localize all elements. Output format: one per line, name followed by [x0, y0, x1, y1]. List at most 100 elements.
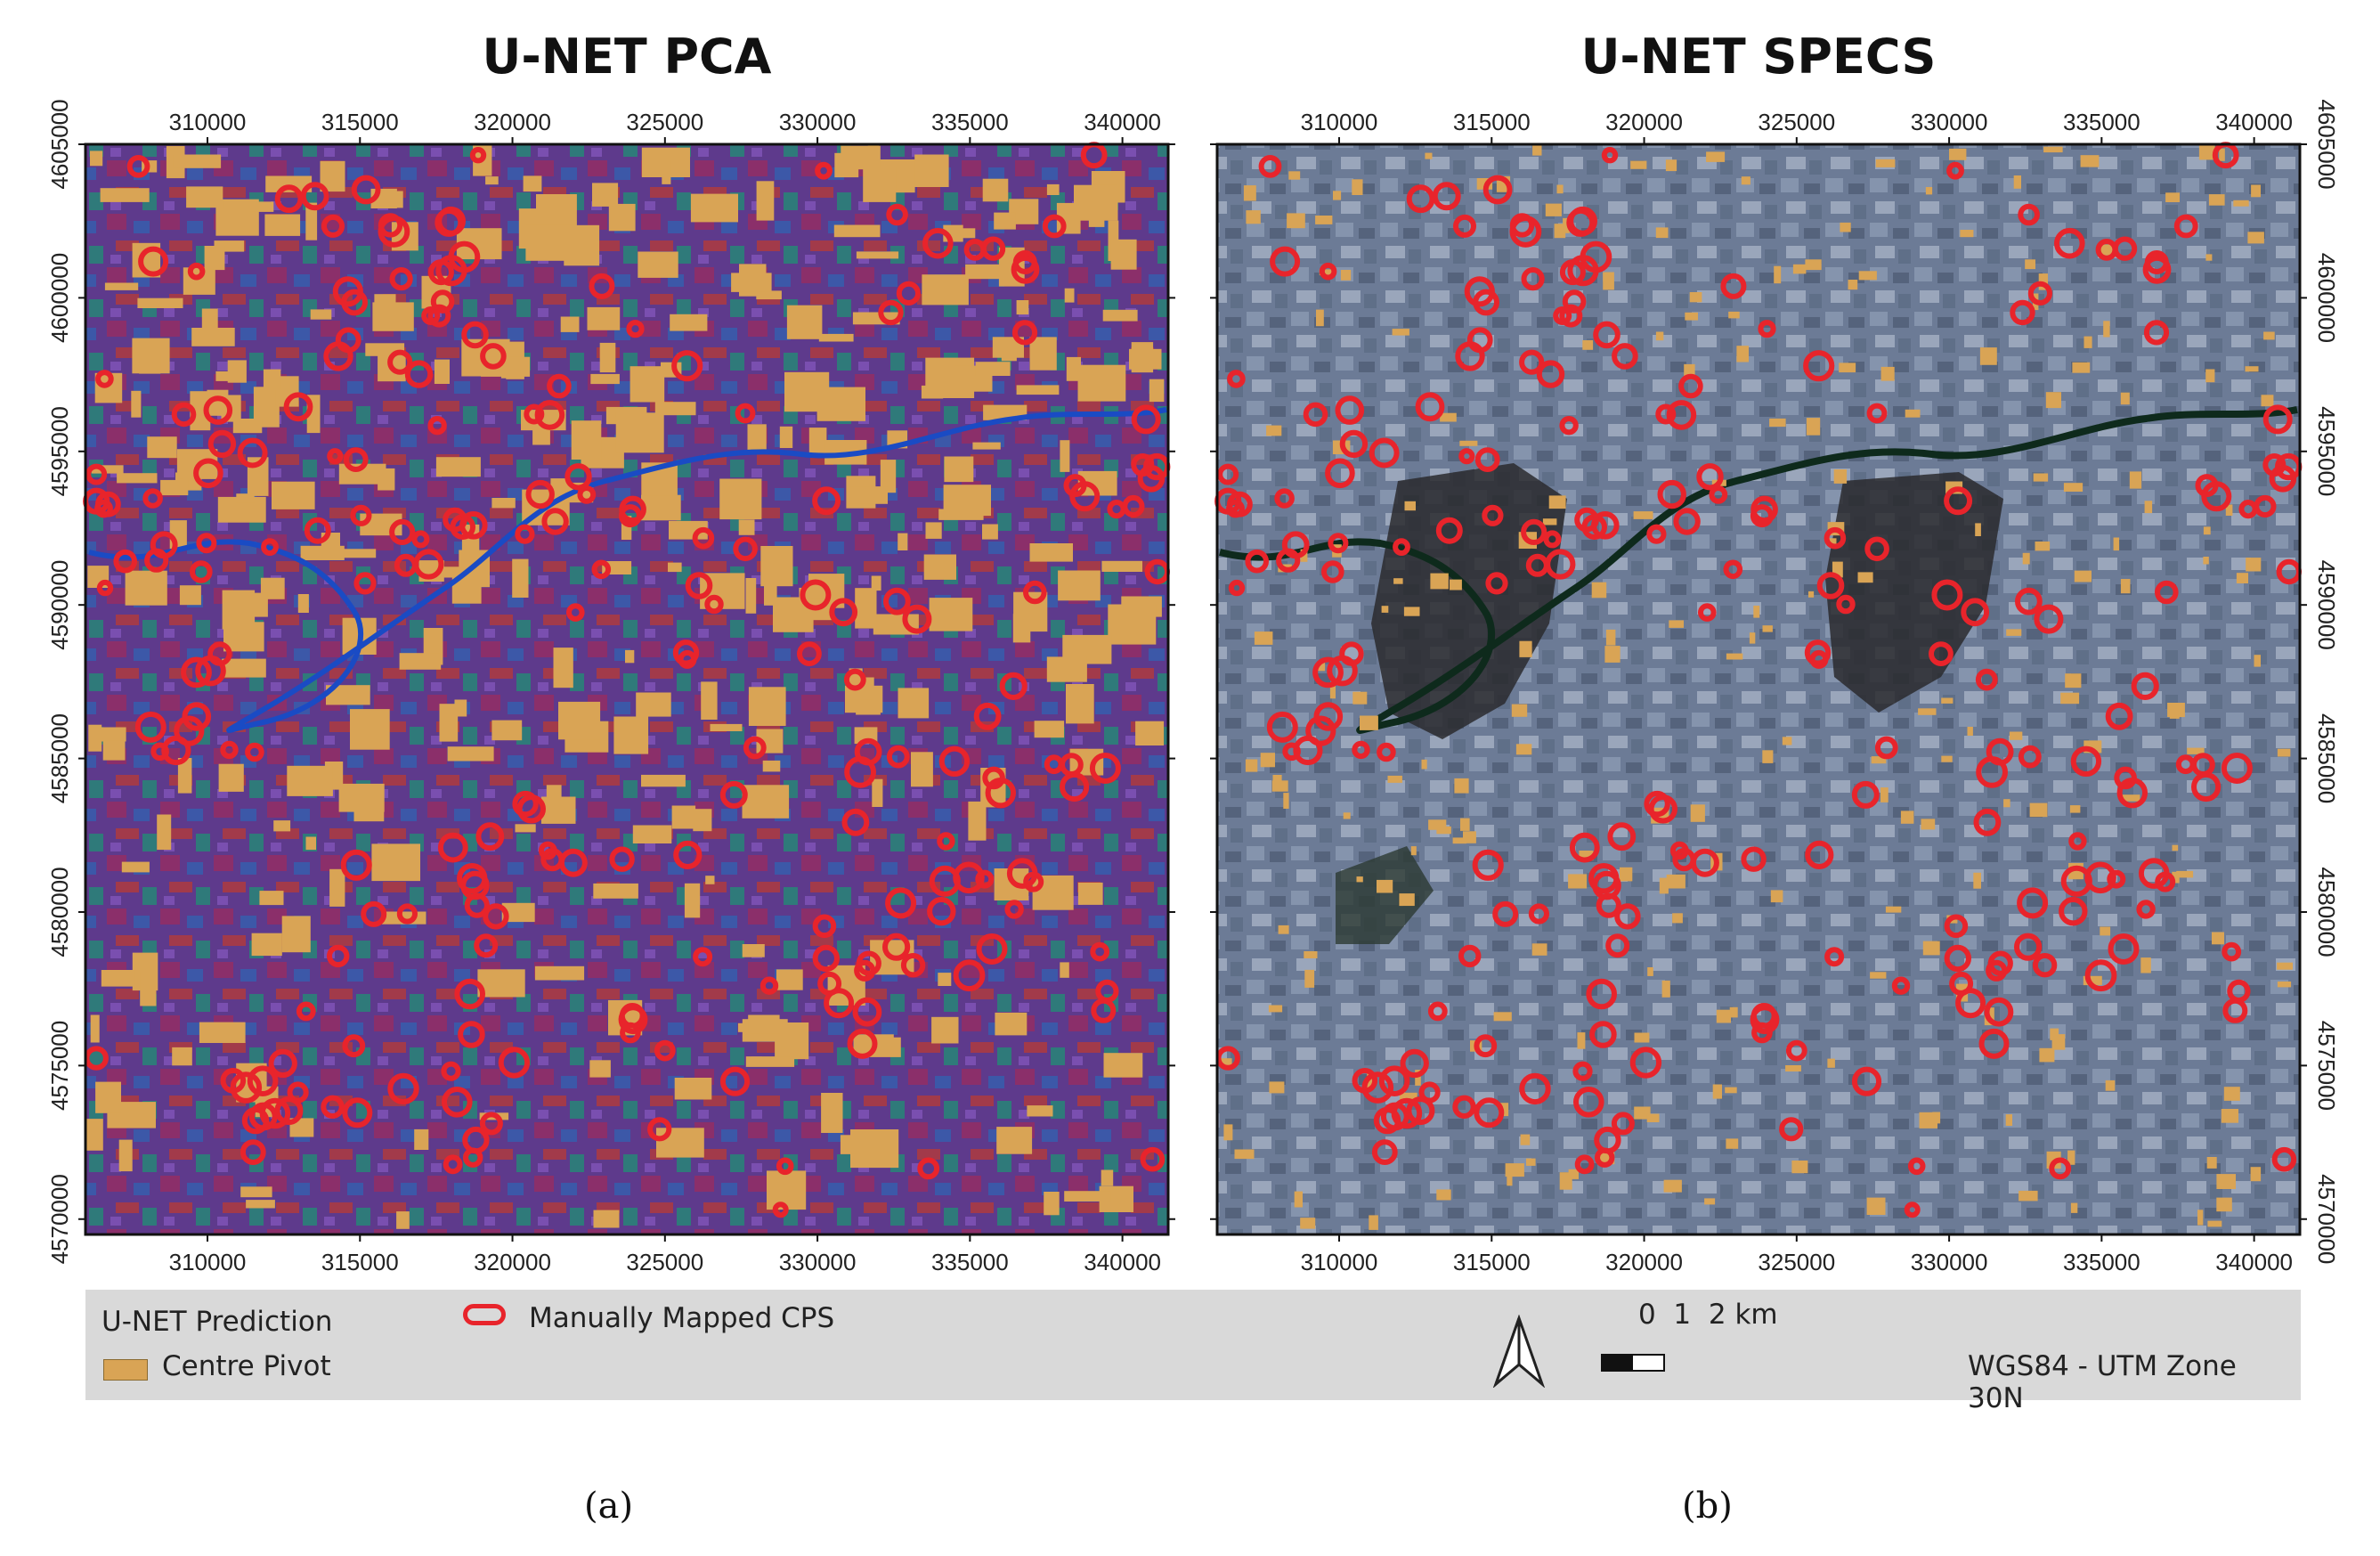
centre-pivot-patch: [2003, 799, 2010, 808]
manual-cps-ring: [85, 463, 108, 485]
centre-pivot-patch: [779, 426, 793, 448]
manual-cps-ring: [480, 343, 507, 370]
centre-pivot-patch: [898, 688, 930, 719]
centre-pivot-patch: [1704, 1198, 1716, 1205]
x-tick-label: 340000: [2215, 1249, 2293, 1275]
manual-cps-ring: [2084, 959, 2117, 992]
centre-pivot-patch: [1661, 980, 1670, 998]
manual-cps-ring: [534, 400, 565, 430]
manual-cps-ring: [396, 903, 418, 925]
centre-pivot-patch: [719, 478, 762, 520]
centre-pivot-patch: [2277, 962, 2293, 970]
map-figure: 310000 310000 310000 310000 315000 315000 3150…: [46, 99, 2340, 1275]
centre-pivot-patch: [1568, 1169, 1579, 1179]
manual-cps-ring: [182, 702, 212, 731]
manual-cps-ring: [1482, 504, 1504, 526]
centre-pivot-patch: [608, 203, 636, 232]
centre-pivot-patch: [1459, 440, 1478, 446]
centre-pivot-patch: [435, 457, 481, 477]
centre-pivot-patch: [745, 1056, 795, 1067]
centre-pivot-patch: [1646, 1113, 1660, 1122]
manual-cps-ring: [2070, 745, 2102, 777]
centre-pivot-patch: [447, 746, 494, 762]
manual-cps-ring: [982, 766, 1005, 790]
x-tick-label: 320000: [474, 1249, 551, 1275]
centre-pivot-patch: [1659, 877, 1669, 894]
manual-cps-ring: [1227, 370, 1246, 388]
centre-pivot-patch: [99, 727, 126, 742]
manual-cps-ring: [1720, 273, 1747, 299]
manual-cps-ring: [1226, 499, 1245, 518]
manual-cps-ring: [1023, 871, 1044, 892]
centre-pivot-patch: [731, 273, 772, 292]
manual-cps-ring: [589, 273, 615, 299]
centre-pivot-patch: [1102, 309, 1138, 322]
centre-pivot-patch: [2060, 692, 2080, 705]
centre-pivot-patch: [2100, 926, 2111, 936]
centre-pivot-patch: [1634, 1106, 1651, 1120]
centre-pivot-patch: [1377, 879, 1393, 893]
centre-pivot-patch: [756, 290, 782, 300]
manual-cps-ring: [454, 978, 486, 1010]
manual-cps-ring: [772, 1202, 789, 1218]
manual-cps-ring: [181, 656, 212, 688]
centre-pivot-patch: [1016, 300, 1029, 315]
centre-pivot-patch: [131, 390, 142, 418]
manual-cps-ring: [1804, 640, 1832, 666]
centre-pivot-patch: [160, 479, 189, 496]
manual-cps-ring: [735, 403, 756, 424]
centre-pivot-patch: [1343, 812, 1351, 819]
manual-cps-ring: [437, 832, 468, 863]
manual-cps-ring: [776, 1157, 794, 1176]
centre-pivot-patch: [1770, 890, 1783, 903]
centre-pivot-patch: [1066, 684, 1094, 724]
y-tick-label: 4585000: [2313, 713, 2340, 803]
centre-pivot-patch: [125, 570, 167, 606]
centre-pivot-patch: [305, 836, 316, 851]
centre-pivot-patch: [1360, 715, 1378, 730]
centre-pivot-patch: [1805, 259, 1822, 271]
centre-pivot-patch: [1620, 867, 1633, 882]
manual-cps-ring: [1474, 1034, 1498, 1058]
manual-cps-ring: [1406, 1096, 1435, 1126]
centre-pivot-patch: [641, 494, 681, 521]
centre-pivot-patch: [880, 460, 897, 493]
legend-bar: U-NET Prediction Centre Pivot Manually M…: [85, 1290, 2301, 1414]
specs-imagery: [1217, 144, 2300, 1234]
manual-cps-ring: [203, 395, 233, 425]
centre-pivot-patch: [972, 442, 1001, 450]
manual-cps-ring: [1864, 536, 1889, 562]
centre-pivot-patch: [1545, 203, 1562, 216]
centre-pivot-patch: [2221, 1109, 2238, 1123]
manual-cps-ring: [427, 259, 454, 286]
centre-pivot-patch: [172, 1047, 192, 1066]
manual-cps-ring: [1245, 549, 1269, 574]
centre-pivot-patch: [742, 944, 765, 957]
manual-cps-ring: [389, 518, 416, 546]
centre-pivot-patch: [2207, 1220, 2222, 1227]
centre-pivot-patch: [558, 701, 601, 740]
manual-cps-ring: [1258, 155, 1282, 178]
centre-pivot-patch: [2216, 1197, 2232, 1212]
centre-pivot-patch: [1579, 851, 1594, 861]
centre-pivot-patch: [1716, 1009, 1731, 1023]
manual-cps-ring: [461, 321, 489, 349]
centre-pivot-patch: [564, 224, 600, 266]
manual-cps-ring: [2108, 933, 2140, 965]
river: [88, 407, 1167, 733]
manual-cps-ring: [673, 840, 703, 870]
dark-area-south: [1336, 846, 1434, 944]
manual-cps-ring: [498, 1047, 531, 1079]
centre-pivot-patch: [1885, 906, 1902, 913]
manual-cps-ring: [847, 1028, 878, 1059]
centre-pivot-patch: [1782, 737, 1792, 745]
manual-cps-ring: [2054, 227, 2085, 259]
manual-cps-ring: [1648, 794, 1678, 824]
manual-cps-ring: [378, 213, 403, 238]
centre-pivot-patch: [2033, 473, 2049, 482]
x-tick-label: 330000: [1911, 109, 1988, 135]
manual-cps-ring: [443, 507, 467, 533]
manual-cps-ring: [240, 1139, 266, 1165]
centre-pivot-patch: [227, 360, 247, 383]
manual-cps-ring: [1574, 507, 1599, 533]
